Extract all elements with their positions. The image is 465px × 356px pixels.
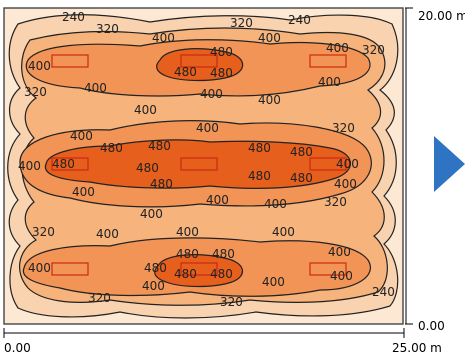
contour-value-label: 480 <box>174 65 197 79</box>
luminaire <box>51 54 89 68</box>
contour-value-label: 240 <box>288 13 311 27</box>
contour-value-label: 480 <box>290 145 313 159</box>
contour-value-label: 400 <box>72 185 95 199</box>
contour-value-label: 400 <box>328 245 351 259</box>
contour-value-label: 320 <box>220 295 243 309</box>
contour-value-label: 480 <box>100 141 123 155</box>
luminaire-group <box>51 54 347 276</box>
contour-value-label: 400 <box>84 81 107 95</box>
contour-value-label: 480 <box>52 157 75 171</box>
contour-value-label: 320 <box>88 291 111 305</box>
contour-value-label: 400 <box>334 177 357 191</box>
contour-value-label: 480 <box>248 169 271 183</box>
contour-480-bottom <box>154 254 243 288</box>
contour-value-label: 480 <box>176 247 199 261</box>
contour-value-label: 400 <box>264 197 287 211</box>
contour-value-label: 480 <box>212 247 235 261</box>
contour-value-label: 400 <box>336 157 359 171</box>
contour-value-label: 480 <box>290 171 313 185</box>
contour-value-label: 320 <box>32 225 55 239</box>
contour-value-label: 320 <box>362 43 385 57</box>
contour-value-label: 400 <box>142 279 165 293</box>
right-triangle-arrow-icon[interactable] <box>434 136 465 192</box>
contour-value-label: 480 <box>174 267 197 281</box>
contour-value-label: 400 <box>326 41 349 55</box>
luminaire <box>309 54 347 68</box>
contour-value-label: 400 <box>70 129 93 143</box>
contour-value-label: 400 <box>200 87 223 101</box>
contour-value-label: 400 <box>262 275 285 289</box>
contour-value-label: 400 <box>140 207 163 221</box>
luminaire <box>51 157 89 171</box>
contour-480-middle <box>44 139 352 189</box>
contour-value-label: 400 <box>318 75 341 89</box>
contour-value-label: 400 <box>18 159 41 173</box>
contour-value-label: 400 <box>28 59 51 73</box>
contour-value-label: 320 <box>230 16 253 30</box>
contour-value-label: 480 <box>148 139 171 153</box>
luminaire <box>180 54 218 68</box>
contour-value-label: 240 <box>62 10 85 24</box>
contour-map <box>4 8 403 324</box>
contour-value-label: 400 <box>330 269 353 283</box>
contour-value-label: 480 <box>210 267 233 281</box>
contour-value-label: 400 <box>152 31 175 45</box>
contour-value-label: 400 <box>134 103 157 117</box>
contour-value-label: 400 <box>272 225 295 239</box>
contour-value-label: 480 <box>150 177 173 191</box>
y-axis-min-label: 0.00 <box>418 319 445 333</box>
contour-value-label: 480 <box>248 141 271 155</box>
contour-value-label: 400 <box>206 193 229 207</box>
luminaire <box>309 262 347 276</box>
luminaire <box>309 157 347 171</box>
luminaire <box>180 262 218 276</box>
contour-value-label: 400 <box>196 121 219 135</box>
contour-value-label: 320 <box>96 22 119 36</box>
contour-value-label: 400 <box>176 225 199 239</box>
luminaire <box>180 157 218 171</box>
axis-ticks <box>3 7 413 338</box>
y-axis-max-label: 20.00 m <box>418 9 465 23</box>
contour-value-label: 320 <box>332 121 355 135</box>
contour-value-label: 320 <box>24 85 47 99</box>
contour-value-label: 320 <box>324 195 347 209</box>
contour-value-label: 400 <box>28 261 51 275</box>
contour-value-label: 480 <box>210 45 233 59</box>
x-axis-min-label: 0.00 <box>4 341 31 355</box>
contour-value-label: 400 <box>258 93 281 107</box>
room-outline <box>3 7 404 325</box>
x-axis-max-label: 25.00 m <box>392 341 442 355</box>
contour-value-label: 480 <box>144 261 167 275</box>
contour-value-label: 400 <box>258 31 281 45</box>
contour-480-top <box>156 48 244 82</box>
luminaire <box>51 262 89 276</box>
contour-value-label: 400 <box>96 227 119 241</box>
contour-value-label: 240 <box>372 285 395 299</box>
contour-value-label: 480 <box>210 66 233 80</box>
contour-value-label: 480 <box>136 161 159 175</box>
contour-480-group <box>44 48 352 288</box>
